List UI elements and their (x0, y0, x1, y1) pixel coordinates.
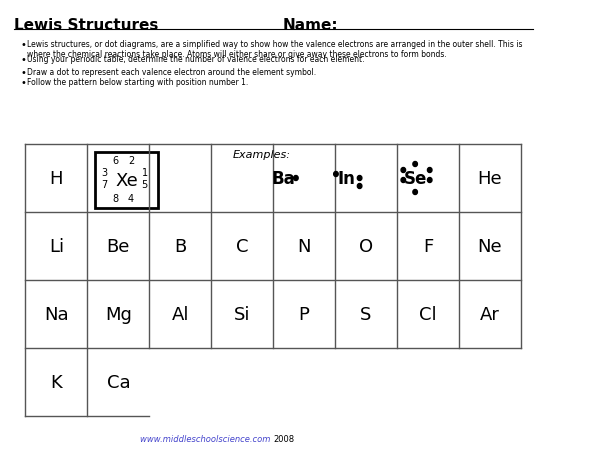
Text: Using your periodic table, determine the number of valence electrons for each el: Using your periodic table, determine the… (28, 55, 365, 64)
Text: 5: 5 (142, 180, 148, 189)
Text: H: H (50, 169, 63, 188)
Circle shape (427, 178, 432, 183)
Circle shape (413, 162, 418, 167)
Text: P: P (299, 305, 310, 323)
Text: Na: Na (44, 305, 69, 323)
Circle shape (401, 168, 406, 173)
Circle shape (334, 172, 338, 177)
Circle shape (358, 184, 362, 189)
Text: 4: 4 (128, 194, 134, 204)
Text: Ne: Ne (478, 238, 502, 256)
Text: In: In (338, 169, 356, 188)
Text: Si: Si (234, 305, 250, 323)
Text: B: B (174, 238, 187, 256)
Text: Mg: Mg (105, 305, 132, 323)
Circle shape (413, 190, 418, 195)
Circle shape (427, 168, 432, 173)
Text: 1: 1 (142, 168, 148, 178)
Text: C: C (236, 238, 248, 256)
Text: •: • (20, 78, 26, 88)
Text: Li: Li (49, 238, 64, 256)
FancyBboxPatch shape (95, 153, 158, 208)
Circle shape (358, 176, 362, 181)
Text: www.middleschoolscience.com: www.middleschoolscience.com (140, 435, 273, 444)
Circle shape (293, 176, 298, 181)
Text: 7: 7 (101, 180, 108, 189)
Text: Lewis Structures: Lewis Structures (14, 18, 158, 33)
Text: 2008: 2008 (273, 435, 294, 444)
Text: O: O (359, 238, 373, 256)
Text: 8: 8 (113, 194, 119, 204)
Text: F: F (423, 238, 433, 256)
Text: Ar: Ar (480, 305, 500, 323)
Text: •: • (20, 55, 26, 65)
Text: Ca: Ca (107, 373, 130, 391)
Text: Be: Be (107, 238, 130, 256)
Text: •: • (20, 68, 26, 78)
Text: He: He (478, 169, 502, 188)
Text: Draw a dot to represent each valence electron around the element symbol.: Draw a dot to represent each valence ele… (28, 68, 316, 77)
Text: Ba: Ba (271, 169, 295, 188)
Text: 2: 2 (128, 156, 134, 166)
Text: Follow the pattern below starting with position number 1.: Follow the pattern below starting with p… (28, 78, 248, 87)
Text: S: S (360, 305, 371, 323)
Text: Al: Al (172, 305, 189, 323)
Text: Cl: Cl (419, 305, 437, 323)
Text: 3: 3 (101, 168, 108, 178)
Text: K: K (50, 373, 62, 391)
Text: Xe: Xe (115, 172, 138, 189)
Text: Name:: Name: (282, 18, 338, 33)
Text: N: N (298, 238, 311, 256)
Text: •: • (20, 40, 26, 50)
Text: 6: 6 (113, 156, 119, 166)
Circle shape (401, 178, 406, 183)
Text: Se: Se (403, 169, 427, 188)
Text: Examples:: Examples: (233, 150, 291, 160)
Text: Lewis structures, or dot diagrams, are a simplified way to show how the valence : Lewis structures, or dot diagrams, are a… (28, 40, 523, 59)
